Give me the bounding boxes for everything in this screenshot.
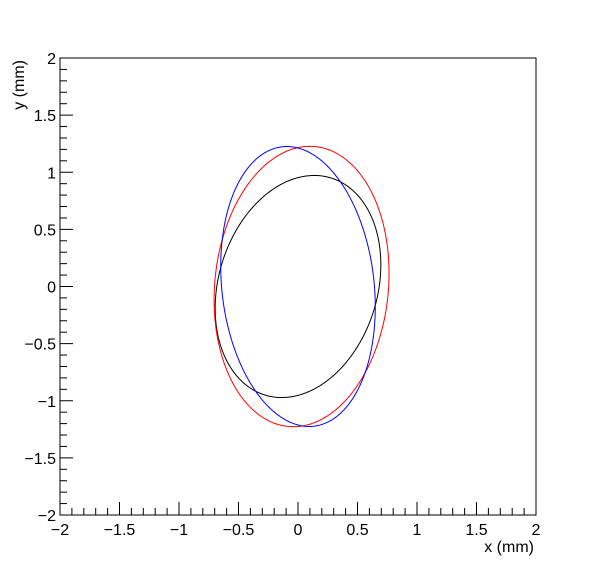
- x-tick-label: 2: [532, 522, 541, 539]
- series-curve-2: [213, 145, 390, 428]
- y-axis-label: y (mm): [11, 60, 28, 110]
- x-tick-label: 1: [413, 522, 422, 539]
- x-tick-label: −2: [51, 522, 69, 539]
- x-tick-label: −1: [170, 522, 188, 539]
- y-tick-label: 0: [47, 280, 56, 297]
- tick-marks: [59, 57, 537, 516]
- y-tick-label: −2: [38, 508, 56, 525]
- x-axis-label: x (mm): [484, 539, 534, 556]
- x-tick-label: 0: [294, 522, 303, 539]
- y-tick-label: 1: [47, 165, 56, 182]
- y-tick-label: −1: [38, 394, 56, 411]
- y-tick-label: −0.5: [24, 337, 56, 354]
- x-tick-label: 0.5: [346, 522, 368, 539]
- series-curve-3: [220, 146, 376, 427]
- x-tick-label: 1.5: [465, 522, 487, 539]
- curves: [213, 145, 390, 428]
- y-tick-label: −1.5: [24, 451, 56, 468]
- y-tick-label: 2: [47, 51, 56, 68]
- tick-labels: −2 −1.5 −1 −0.5 0 0.5 1 1.5 2 −2 −1.5 −1 −0.5 0 0.5 1 1.…: [24, 51, 540, 539]
- x-tick-label: −0.5: [223, 522, 255, 539]
- y-tick-label: 0.5: [34, 222, 56, 239]
- x-tick-label: −1.5: [104, 522, 136, 539]
- series-curve-1: [214, 174, 382, 399]
- y-tick-label: 1.5: [34, 108, 56, 125]
